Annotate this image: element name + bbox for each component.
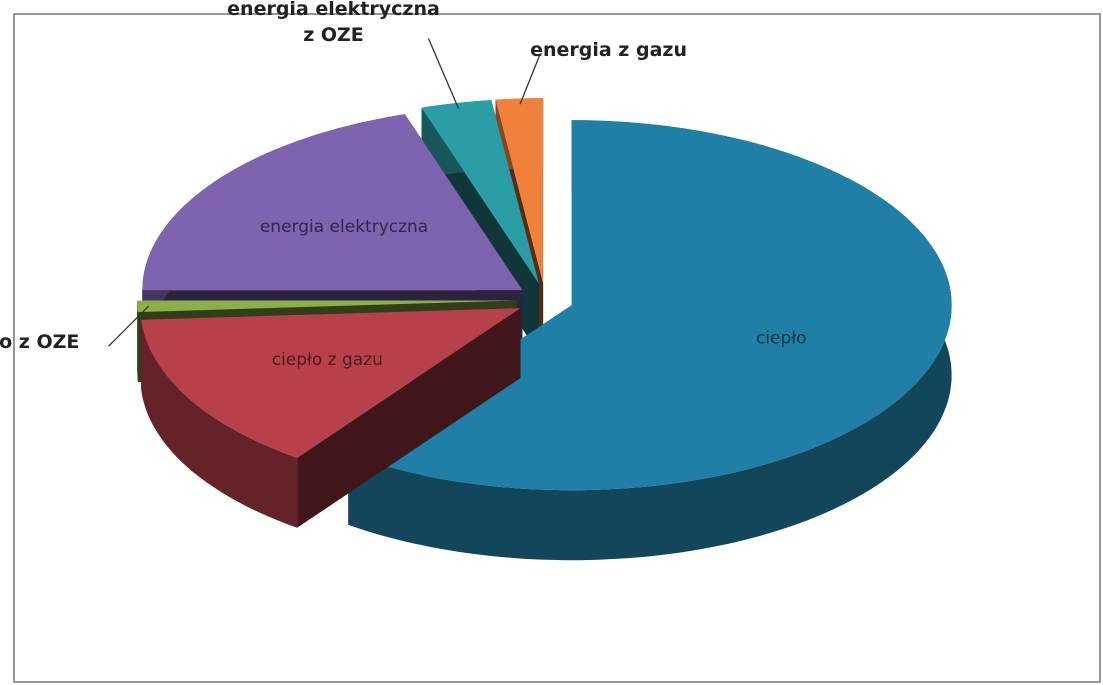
slice — [137, 300, 517, 313]
frame — [13, 13, 1101, 683]
leader-line — [108, 305, 150, 347]
slice-label: ciepło — [756, 328, 807, 348]
slice — [421, 100, 539, 284]
slice-label: ciepło z gazu — [272, 350, 383, 370]
slice-side — [348, 120, 952, 561]
slice — [142, 114, 523, 291]
leader-line — [519, 53, 541, 105]
slice-label: energia elektryczna z OZE — [227, 0, 440, 47]
slice-side — [137, 300, 138, 383]
slice-label: ciepło z OZE — [0, 331, 80, 354]
slice — [348, 120, 952, 491]
slice-label: energia elektryczna — [260, 217, 428, 237]
slice-label: energia z gazu — [530, 39, 687, 62]
leader-line — [427, 38, 460, 109]
slice-side — [141, 319, 298, 528]
slice — [495, 98, 544, 284]
slice — [141, 308, 521, 458]
